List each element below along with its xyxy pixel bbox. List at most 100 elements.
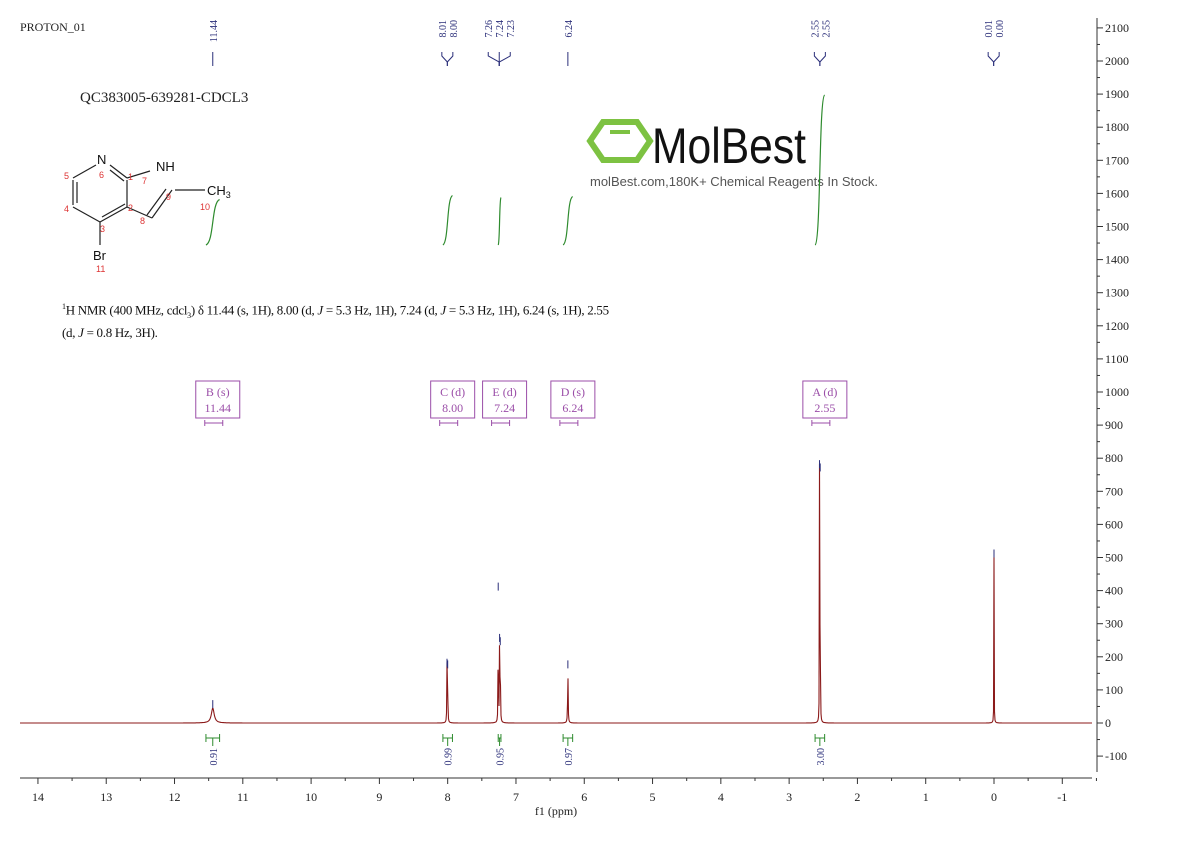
multiplet-range: [439, 420, 459, 426]
chart-title: PROTON_01: [20, 20, 86, 34]
y-tick-label: 0: [1105, 716, 1111, 730]
multiplet-label: A (d): [812, 385, 837, 399]
x-tick-label: 8: [445, 790, 451, 804]
integral-curve: [205, 198, 220, 246]
peak-label: 7.26: [484, 20, 495, 38]
integral-bracket: [205, 734, 221, 746]
x-tick-label: 2: [854, 790, 860, 804]
multiplet-shift: 11.44: [204, 401, 231, 415]
atom-number: 9: [166, 192, 171, 202]
peak-label: 8.01: [438, 20, 449, 38]
peak-label-connector: [487, 52, 500, 66]
y-tick-label: 2000: [1105, 54, 1129, 68]
multiplet-shift: 2.55: [814, 401, 835, 415]
peak-label: 6.24: [564, 20, 575, 38]
multiplet-label: D (s): [561, 385, 585, 399]
y-tick-label: 300: [1105, 617, 1123, 631]
integral-value: 0.99: [444, 748, 455, 766]
atom-br: Br: [93, 248, 107, 263]
integral-curve: [562, 195, 574, 246]
atom-number: 4: [64, 204, 69, 214]
x-tick-label: 9: [376, 790, 382, 804]
multiplet-label: B (s): [206, 385, 230, 399]
multiplet-box: [430, 380, 476, 419]
atom-number: 11: [96, 264, 105, 274]
atom-number: 5: [64, 171, 69, 181]
integral-value: 0.91: [209, 748, 220, 766]
logo-text: MolBest: [652, 118, 806, 174]
atom-nh: NH: [156, 159, 175, 174]
x-tick-label: 14: [32, 790, 44, 804]
integral-value: 3.00: [816, 748, 827, 766]
multiplet-shift: 6.24: [562, 401, 583, 415]
atom-number: 10: [200, 202, 210, 212]
x-tick-label: 4: [718, 790, 724, 804]
integral-bracket: [562, 734, 574, 746]
peak-label: 2.55: [810, 20, 821, 38]
integral-value: 0.95: [496, 748, 507, 766]
atom-n: N: [97, 152, 106, 167]
y-tick-label: 900: [1105, 418, 1123, 432]
y-tick-label: 500: [1105, 551, 1123, 565]
y-tick-label: 1300: [1105, 286, 1129, 300]
peak-label: 0.01: [984, 20, 995, 38]
y-tick-label: 1700: [1105, 153, 1129, 167]
multiplet-shift: 8.00: [442, 401, 463, 415]
x-tick-label: 13: [100, 790, 112, 804]
sample-name: QC383005-639281-CDCL3: [80, 90, 248, 106]
peak-label: 0.00: [995, 20, 1006, 38]
y-tick-label: 700: [1105, 484, 1123, 498]
y-tick-label: -100: [1105, 749, 1127, 763]
x-tick-label: 1: [923, 790, 929, 804]
peak-label-connector: [993, 52, 1000, 66]
y-tick-label: 200: [1105, 650, 1123, 664]
y-tick-label: 1800: [1105, 120, 1129, 134]
y-tick-label: 1000: [1105, 385, 1129, 399]
multiplet-shift: 7.24: [494, 401, 515, 415]
integral-bracket: [442, 734, 453, 746]
y-tick-label: 1200: [1105, 319, 1129, 333]
x-axis-label: f1 (ppm): [535, 804, 577, 818]
multiplet-box: [550, 380, 596, 419]
molecule-structure: N NH CH3 Br 1 2 3 4 5 6 7 8 9 10 11: [64, 152, 231, 274]
atom-number: 1: [128, 172, 133, 182]
integral-curve: [442, 194, 453, 246]
peak-label: 8.00: [449, 20, 460, 38]
multiplet-range: [204, 420, 224, 426]
nmr-summary-text: 1H NMR (400 MHz, cdcl3) δ 11.44 (s, 1H),…: [62, 302, 609, 340]
peak-label-connector: [987, 52, 995, 66]
x-tick-label: 7: [513, 790, 519, 804]
x-tick-label: 6: [581, 790, 587, 804]
peak-label: 7.24: [495, 20, 506, 38]
integral-bracket: [814, 734, 826, 746]
y-tick-label: 1900: [1105, 87, 1129, 101]
x-tick-label: 12: [169, 790, 181, 804]
multiplet-label: E (d): [492, 385, 516, 399]
x-tick-label: 3: [786, 790, 792, 804]
multiplet-range: [491, 420, 511, 426]
y-tick-label: 400: [1105, 584, 1123, 598]
atom-ch3: CH3: [207, 183, 231, 200]
peak-label: 11.44: [209, 20, 220, 42]
logo-hexagon-icon: [586, 119, 654, 163]
watermark-logo: MolBest molBest.com,180K+ Chemical Reage…: [586, 118, 878, 189]
y-tick-label: 1100: [1105, 352, 1129, 366]
multiplet-label: C (d): [440, 385, 465, 399]
multiplet-range: [559, 420, 579, 426]
y-tick-label: 100: [1105, 683, 1123, 697]
x-tick-label: 11: [237, 790, 249, 804]
multiplet-box: [195, 380, 241, 419]
peak-label-connector: [813, 52, 821, 66]
peak-label-connector: [446, 52, 454, 66]
multiplet-box: [482, 380, 528, 419]
y-tick-label: 2100: [1105, 21, 1129, 35]
y-tick-label: 1500: [1105, 220, 1129, 234]
peak-label-connector: [819, 52, 826, 66]
peak-label: 7.23: [506, 20, 517, 38]
atom-number: 3: [100, 224, 105, 234]
multiplet-box: [802, 380, 848, 419]
y-tick-label: 600: [1105, 517, 1123, 531]
y-tick-label: 1600: [1105, 186, 1129, 200]
multiplet-range: [811, 420, 831, 426]
atom-number: 6: [99, 170, 104, 180]
